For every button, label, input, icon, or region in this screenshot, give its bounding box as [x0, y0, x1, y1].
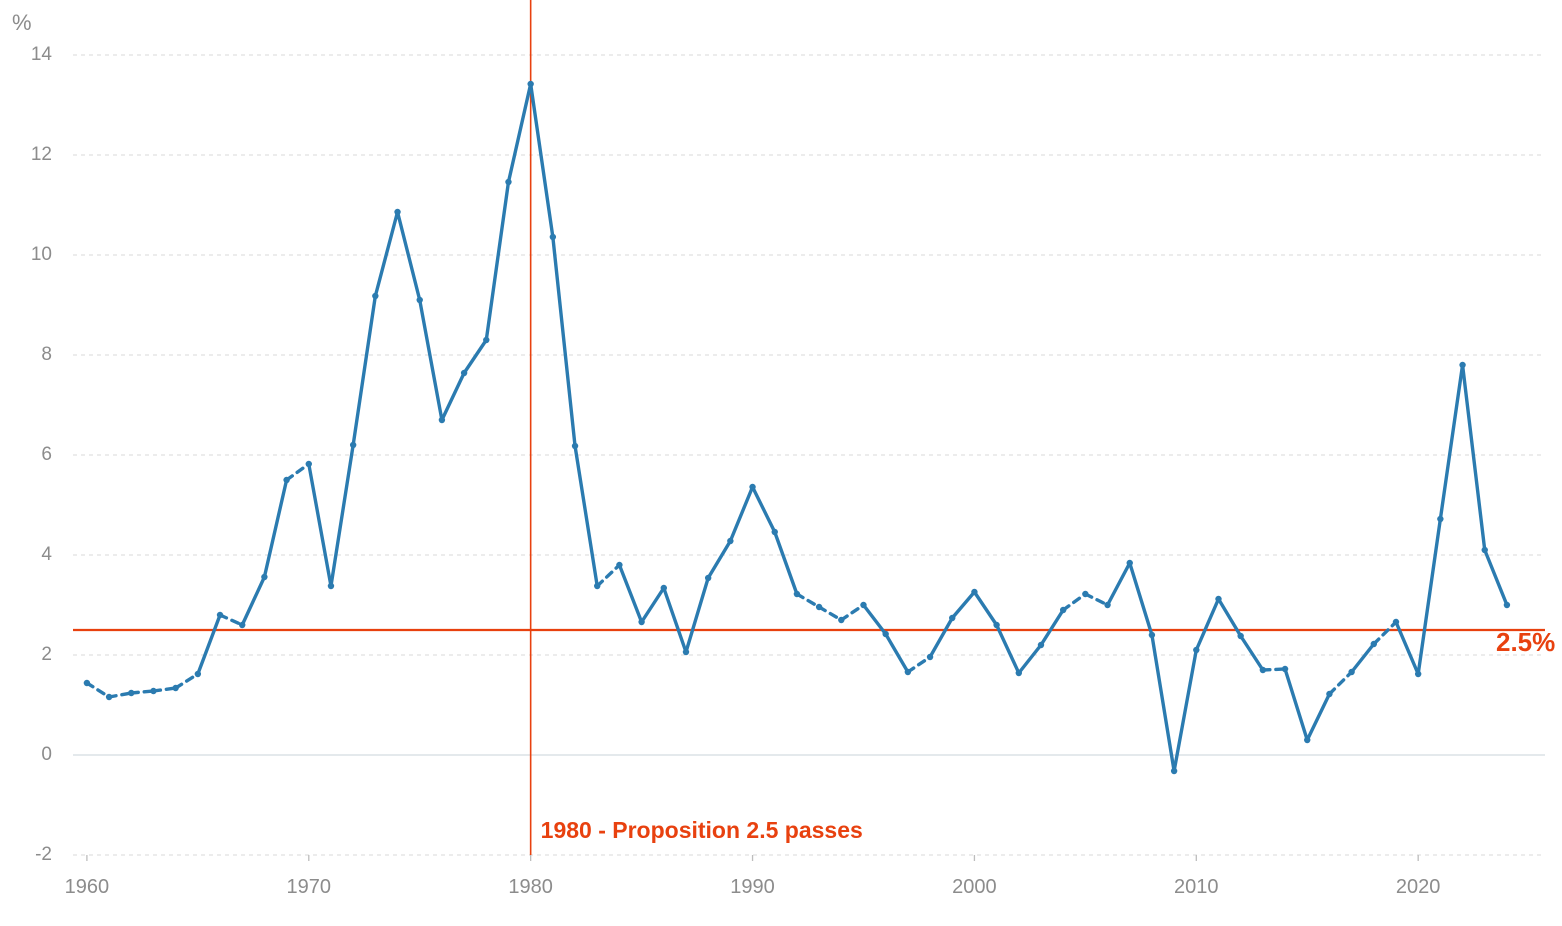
svg-text:1980: 1980 — [508, 876, 553, 898]
svg-text:1980 - Proposition 2.5 passes: 1980 - Proposition 2.5 passes — [541, 817, 863, 843]
svg-text:2.5%: 2.5% — [1496, 627, 1555, 657]
svg-text:1990: 1990 — [730, 876, 775, 898]
svg-text:8: 8 — [41, 344, 52, 365]
svg-text:14: 14 — [31, 44, 53, 65]
svg-text:6: 6 — [41, 444, 52, 465]
svg-text:2000: 2000 — [952, 876, 997, 898]
svg-text:-2: -2 — [35, 844, 52, 865]
svg-text:12: 12 — [31, 144, 52, 165]
svg-text:0: 0 — [41, 744, 52, 765]
svg-text:2020: 2020 — [1396, 876, 1441, 898]
svg-text:10: 10 — [31, 244, 52, 265]
svg-text:4: 4 — [41, 544, 52, 565]
svg-text:2010: 2010 — [1174, 876, 1219, 898]
svg-text:1970: 1970 — [287, 876, 332, 898]
svg-text:2: 2 — [41, 644, 52, 665]
svg-text:%: % — [12, 10, 32, 35]
svg-text:1960: 1960 — [65, 876, 110, 898]
